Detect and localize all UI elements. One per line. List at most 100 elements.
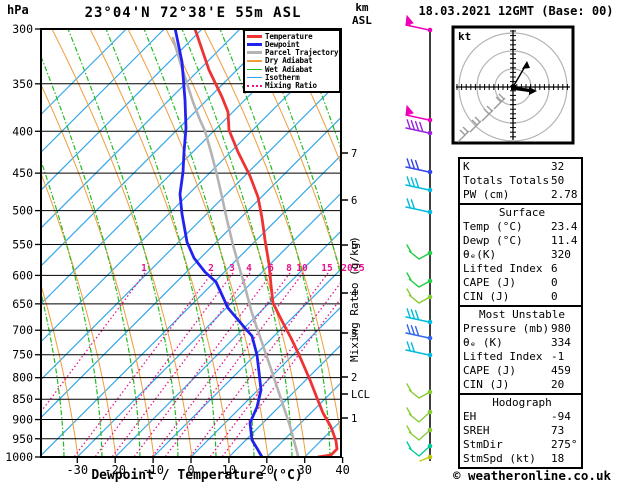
pressure-unit-label: hPa	[7, 3, 29, 17]
legend-item-label: Temperature	[265, 31, 313, 41]
hodograph-gray-barb	[457, 126, 470, 143]
indices-row: Pressure (mb) 980	[463, 322, 581, 336]
svg-text:500: 500	[12, 204, 33, 218]
legend-item-label: Mixing Ratio	[265, 81, 317, 91]
hodograph	[451, 25, 575, 145]
svg-text:3: 3	[351, 328, 357, 340]
wind-barb	[405, 324, 433, 341]
indices-section: Most Unstable Pressure (mb) 980 θₑ (K) 334 Li…	[458, 305, 583, 395]
indices-section-header: Hodograph	[492, 396, 552, 409]
index-value: 275°	[551, 438, 578, 451]
legend-item: Parcel Trajectory	[247, 48, 339, 58]
indices-row: CAPE (J) 459	[463, 364, 581, 378]
altitude-unit-label: km ASL	[352, 1, 372, 27]
svg-text:20: 20	[341, 263, 353, 274]
indices-section: K 32 Totals Totals 50 PW (cm) 2.78	[458, 157, 583, 205]
svg-text:6: 6	[351, 195, 357, 207]
svg-text:700: 700	[12, 323, 33, 337]
indices-row: StmDir 275°	[463, 438, 581, 452]
svg-text:300: 300	[12, 22, 33, 36]
legend-item-label: Dry Adiabat	[265, 56, 313, 66]
indices-section: Surface Temp (°C) 23.4 Dewp (°C) 11.4 θₑ(K) 32…	[458, 203, 583, 307]
temperature-axis-label: Dewpoint / Temperature (°C)	[91, 468, 303, 483]
legend-item: Isotherm	[247, 73, 339, 83]
indices-row: θₑ(K) 320	[463, 248, 581, 262]
svg-text:25: 25	[353, 263, 365, 274]
wind-barb	[405, 308, 433, 325]
index-value: 32	[551, 160, 565, 173]
legend-item-label: Isotherm	[265, 73, 300, 83]
dewpoint-curve	[173, 29, 264, 457]
wind-barb	[406, 441, 433, 457]
svg-text:2: 2	[208, 263, 214, 274]
legend-item-label: Wet Adiabat	[265, 64, 313, 74]
legend-sample-line	[247, 34, 262, 38]
index-label: Totals Totals	[463, 174, 550, 187]
legend-item: Wet Adiabat	[247, 64, 339, 74]
indices-row: Totals Totals 50	[463, 174, 581, 188]
indices-row: EH -94	[463, 410, 581, 424]
wind-barb	[406, 288, 433, 304]
svg-text:40: 40	[335, 463, 349, 477]
index-label: θₑ(K)	[463, 248, 497, 261]
index-label: CIN (J)	[463, 290, 510, 303]
indices-section-header: Most Unstable	[478, 308, 566, 321]
indices-section-header: Surface	[498, 206, 546, 219]
index-label: θₑ (K)	[463, 336, 503, 349]
index-label: StmDir	[463, 438, 503, 451]
index-label: EH	[463, 410, 477, 423]
legend-item-label: Parcel Trajectory	[265, 48, 339, 58]
svg-text:8: 8	[286, 263, 292, 274]
legend-sample-line	[247, 60, 262, 62]
wind-barb	[405, 104, 433, 123]
wind-barb	[406, 383, 433, 399]
svg-text:1: 1	[141, 263, 147, 274]
parcel_trajectory-curve	[171, 36, 300, 457]
svg-text:450: 450	[12, 166, 33, 180]
svg-text:5: 5	[351, 240, 357, 252]
index-value: 0	[551, 276, 558, 289]
index-value: 20	[551, 378, 565, 391]
index-value: 980	[551, 322, 571, 335]
legend-sample-line	[247, 76, 262, 79]
indices-row: PW (cm) 2.78	[463, 188, 581, 202]
index-value: 50	[551, 174, 565, 187]
valid-datetime-label: 18.03.2021 12GMT (Base: 00)	[418, 4, 614, 18]
wind-barb	[406, 407, 433, 423]
station-title: 23°04'N 72°38'E 55m ASL	[84, 5, 302, 21]
indices-row: Lifted Index -1	[463, 350, 581, 364]
index-value: 334	[551, 336, 571, 349]
hodograph-gray-barb	[469, 116, 482, 133]
wind-barb	[405, 119, 433, 136]
svg-text:1: 1	[351, 413, 357, 425]
legend-item: Dry Adiabat	[247, 56, 339, 66]
indices-row: θₑ (K) 334	[463, 336, 581, 350]
mixing-ratio-axis-label: Mixing Ratio (g/kg)	[348, 236, 361, 362]
legend: Temperature Dewpoint Parcel Trajectory Dry …	[243, 29, 341, 93]
svg-text:15: 15	[321, 263, 333, 274]
svg-text:950: 950	[12, 432, 33, 446]
svg-text:4: 4	[351, 288, 357, 300]
index-value: 18	[551, 452, 565, 465]
svg-text:30: 30	[297, 463, 311, 477]
indices-section: Hodograph EH -94 SREH 73 StmDir 275° StmSpd (kt…	[458, 393, 583, 469]
legend-item-label: Dewpoint	[265, 39, 300, 49]
index-label: CAPE (J)	[463, 276, 516, 289]
svg-text:2: 2	[351, 372, 357, 384]
index-label: SREH	[463, 424, 490, 437]
indices-row: K 32	[463, 160, 581, 174]
wind-barb	[405, 14, 433, 33]
index-label: Pressure (mb)	[463, 322, 550, 335]
svg-text:LCL: LCL	[351, 389, 370, 401]
copyright-credit: © weatheronline.co.uk	[452, 468, 612, 483]
temperature-curve	[193, 29, 339, 457]
index-value: -1	[551, 350, 565, 363]
wind-barb	[405, 158, 433, 175]
hodograph-unit-label: kt	[458, 30, 472, 43]
wind-barb	[406, 425, 433, 441]
svg-text:0: 0	[187, 463, 194, 477]
svg-text:10: 10	[296, 263, 308, 274]
indices-row: Lifted Index 6	[463, 262, 581, 276]
wind-barb	[405, 198, 433, 215]
